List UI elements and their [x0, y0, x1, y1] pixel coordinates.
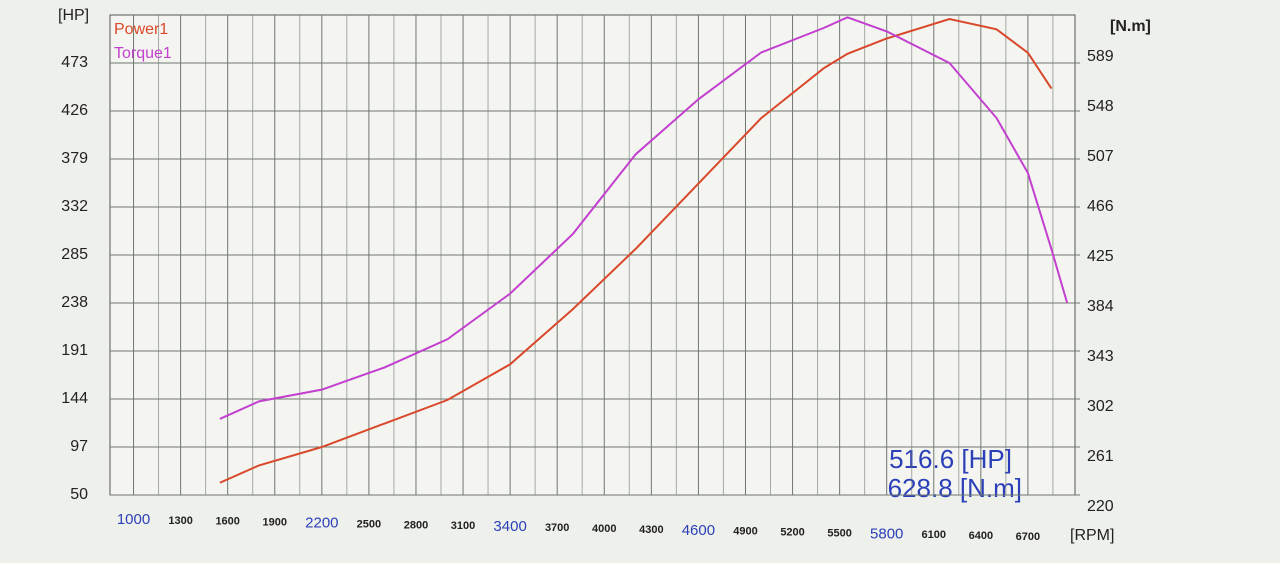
y2-tick-label: 548 — [1087, 98, 1114, 115]
y2-tick-label: 466 — [1087, 198, 1114, 215]
legend-entry: Torque1 — [114, 45, 172, 62]
y-tick-label: 379 — [61, 150, 88, 167]
y-tick-label: 97 — [70, 438, 88, 455]
y-tick-label: 238 — [61, 294, 88, 311]
y-axis-label: [HP] — [58, 7, 89, 24]
x-axis-label: [RPM] — [1070, 527, 1114, 544]
annotation: 628.8 [N.m] — [888, 473, 1022, 503]
y2-tick-label: 220 — [1087, 498, 1114, 515]
x-tick-label: 3700 — [545, 522, 569, 534]
x-tick-label: 4300 — [639, 524, 663, 536]
x-tick-label: 4900 — [733, 526, 757, 538]
y2-tick-label: 384 — [1087, 298, 1114, 315]
y-tick-label: 285 — [61, 246, 88, 263]
y2-tick-label: 302 — [1087, 398, 1114, 415]
y2-tick-label: 589 — [1087, 48, 1114, 65]
y-tick-label: 50 — [70, 486, 88, 503]
y-tick-label: 332 — [61, 198, 88, 215]
y2-axis-label: [N.m] — [1110, 18, 1151, 35]
x-tick-label: 1000 — [117, 511, 150, 528]
x-tick-label: 6100 — [922, 529, 946, 541]
x-tick-label: 5200 — [780, 527, 804, 539]
y-tick-label: 426 — [61, 102, 88, 119]
y2-tick-label: 261 — [1087, 448, 1114, 465]
series-line — [219, 16, 1069, 420]
x-tick-label: 5500 — [827, 527, 851, 539]
x-tick-label: 6400 — [969, 530, 993, 542]
x-tick-label: 1900 — [263, 517, 287, 529]
legend-entry: Power1 — [114, 21, 168, 38]
x-tick-label: 3400 — [493, 518, 526, 535]
annotation: 516.6 [HP] — [889, 444, 1012, 474]
y-tick-label: 191 — [61, 342, 88, 359]
x-tick-label: 5800 — [870, 525, 903, 542]
x-tick-label: 2800 — [404, 519, 428, 531]
x-tick-label: 2200 — [305, 515, 338, 532]
x-tick-label: 3100 — [451, 520, 475, 532]
y2-tick-label: 343 — [1087, 348, 1114, 365]
y2-tick-label: 507 — [1087, 148, 1114, 165]
y-tick-label: 473 — [61, 54, 88, 71]
x-tick-label: 4600 — [682, 522, 715, 539]
x-tick-label: 2500 — [357, 518, 381, 530]
x-tick-label: 1300 — [168, 515, 192, 527]
x-tick-label: 6700 — [1016, 531, 1040, 543]
x-tick-label: 1600 — [215, 516, 239, 528]
y-tick-label: 144 — [61, 390, 88, 407]
y2-tick-label: 425 — [1087, 248, 1114, 265]
x-tick-label: 4000 — [592, 523, 616, 535]
